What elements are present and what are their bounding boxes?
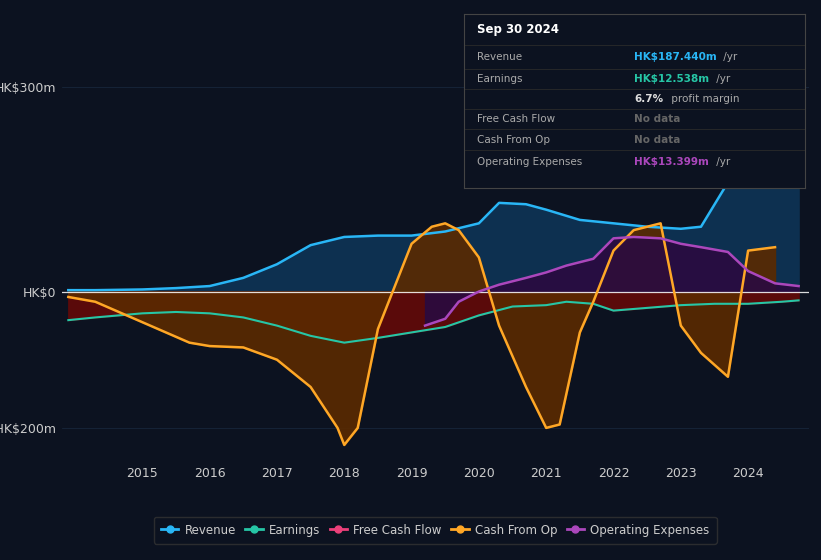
Text: /yr: /yr (713, 157, 730, 167)
Text: Revenue: Revenue (478, 52, 523, 62)
Legend: Revenue, Earnings, Free Cash Flow, Cash From Op, Operating Expenses: Revenue, Earnings, Free Cash Flow, Cash … (154, 516, 717, 544)
Text: No data: No data (635, 135, 681, 145)
Text: No data: No data (635, 114, 681, 124)
Text: HK$13.399m: HK$13.399m (635, 157, 709, 167)
Text: HK$12.538m: HK$12.538m (635, 74, 709, 84)
Text: Sep 30 2024: Sep 30 2024 (478, 23, 559, 36)
Text: HK$187.440m: HK$187.440m (635, 52, 717, 62)
Text: Cash From Op: Cash From Op (478, 135, 551, 145)
Text: /yr: /yr (713, 74, 730, 84)
Text: 6.7%: 6.7% (635, 94, 663, 104)
Text: Earnings: Earnings (478, 74, 523, 84)
Text: Operating Expenses: Operating Expenses (478, 157, 583, 167)
Text: /yr: /yr (720, 52, 737, 62)
Text: profit margin: profit margin (667, 94, 739, 104)
Text: Free Cash Flow: Free Cash Flow (478, 114, 556, 124)
